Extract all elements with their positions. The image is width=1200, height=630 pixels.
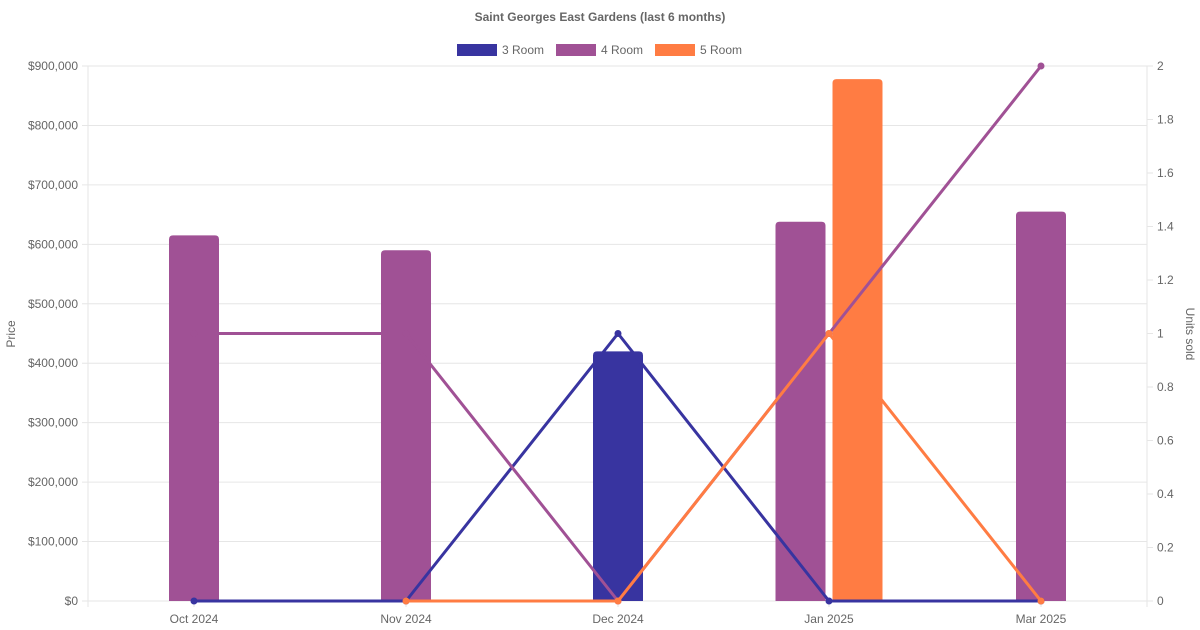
- left-tick-label: $600,000: [28, 237, 78, 251]
- legend-label: 3 Room: [502, 43, 544, 57]
- right-tick-label: 1.6: [1157, 166, 1174, 180]
- bar-4-room: [775, 221, 826, 601]
- point-4-room: [190, 330, 198, 337]
- x-tick-label: Mar 2025: [1016, 612, 1067, 626]
- right-axis-title: Units sold: [1183, 308, 1197, 361]
- right-tick-label: 1.4: [1157, 220, 1174, 234]
- left-tick-label: $500,000: [28, 297, 78, 311]
- left-tick-label: $800,000: [28, 118, 78, 132]
- legend-label: 4 Room: [601, 43, 643, 57]
- point-3-room: [825, 597, 833, 605]
- x-tick-label: Jan 2025: [804, 612, 854, 626]
- right-tick-label: 2: [1157, 59, 1164, 73]
- left-tick-label: $100,000: [28, 535, 78, 549]
- x-tick-label: Dec 2024: [592, 612, 644, 626]
- right-tick-label: 0.6: [1157, 434, 1174, 448]
- x-axis: Oct 2024 Nov 2024 Dec 2024 Jan 2025 Mar 2025: [170, 601, 1067, 626]
- right-tick-label: 0: [1157, 594, 1164, 608]
- left-tick-label: $200,000: [28, 475, 78, 489]
- right-tick-label: 0.2: [1157, 541, 1174, 555]
- bar-5-room: [832, 79, 883, 602]
- lines: [190, 62, 1045, 605]
- point-5-room: [614, 597, 622, 605]
- chart-title: Saint Georges East Gardens (last 6 month…: [475, 10, 726, 24]
- right-tick-label: 1.2: [1157, 273, 1174, 287]
- right-axis: 0 0.2 0.4 0.6 0.8 1 1.2 1.4 1.6 1.8 2: [1147, 59, 1174, 608]
- left-tick-label: $700,000: [28, 178, 78, 192]
- x-tick-label: Oct 2024: [170, 612, 219, 626]
- legend-item: 3 Room: [457, 43, 544, 57]
- legend-item: 4 Room: [556, 43, 643, 57]
- legend: 3 Room 4 Room 5 Room: [457, 43, 742, 57]
- right-tick-label: 0.4: [1157, 487, 1174, 501]
- legend-label: 5 Room: [700, 43, 742, 57]
- left-tick-label: $300,000: [28, 416, 78, 430]
- point-4-room: [1037, 62, 1045, 70]
- bar-3-room: [593, 351, 643, 601]
- left-tick-label: $400,000: [28, 356, 78, 370]
- bar-4-room: [381, 250, 431, 601]
- left-tick-label: $0: [65, 594, 79, 608]
- bars: [169, 79, 1066, 602]
- left-axis-title: Price: [4, 320, 18, 348]
- right-tick-label: 1: [1157, 327, 1164, 341]
- left-tick-label: $900,000: [28, 59, 78, 73]
- legend-swatch: [457, 44, 497, 56]
- point-3-room: [190, 597, 198, 605]
- right-tick-label: 0.8: [1157, 380, 1174, 394]
- legend-swatch: [556, 44, 596, 56]
- point-4-room: [402, 330, 410, 337]
- point-5-room: [402, 597, 410, 605]
- point-5-room: [825, 330, 833, 337]
- right-tick-label: 1.8: [1157, 113, 1174, 127]
- bar-4-room: [169, 235, 219, 601]
- legend-item: 5 Room: [655, 43, 742, 57]
- line-5-room: [406, 332, 1043, 603]
- legend-swatch: [655, 44, 695, 56]
- x-tick-label: Nov 2024: [380, 612, 432, 626]
- bar-4-room: [1016, 211, 1066, 601]
- left-axis: $0 $100,000 $200,000 $300,000 $400,000 $500,0…: [28, 59, 78, 608]
- point-5-room: [1037, 597, 1045, 605]
- point-3-room: [614, 330, 622, 337]
